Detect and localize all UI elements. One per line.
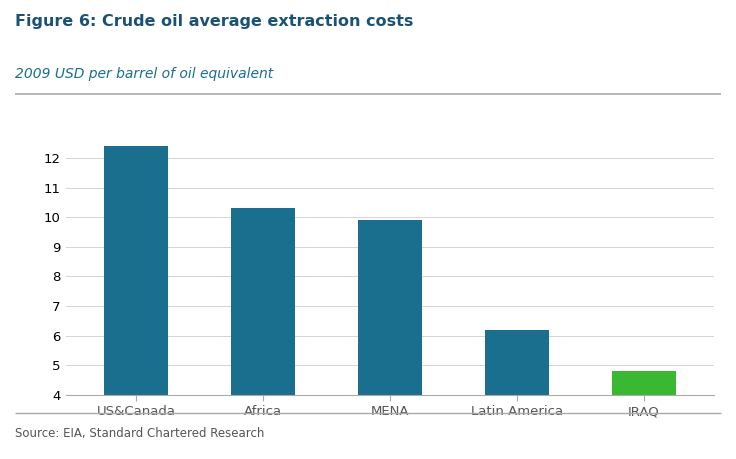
- Bar: [358, 220, 422, 395]
- Text: Figure 6: Crude oil average extraction costs: Figure 6: Crude oil average extraction c…: [15, 14, 413, 29]
- Text: Source: EIA, Standard Chartered Research: Source: EIA, Standard Chartered Research: [15, 427, 264, 440]
- Bar: [231, 208, 295, 395]
- Bar: [485, 330, 549, 395]
- Bar: [105, 146, 168, 395]
- Bar: [612, 371, 676, 395]
- Text: 2009 USD per barrel of oil equivalent: 2009 USD per barrel of oil equivalent: [15, 67, 273, 81]
